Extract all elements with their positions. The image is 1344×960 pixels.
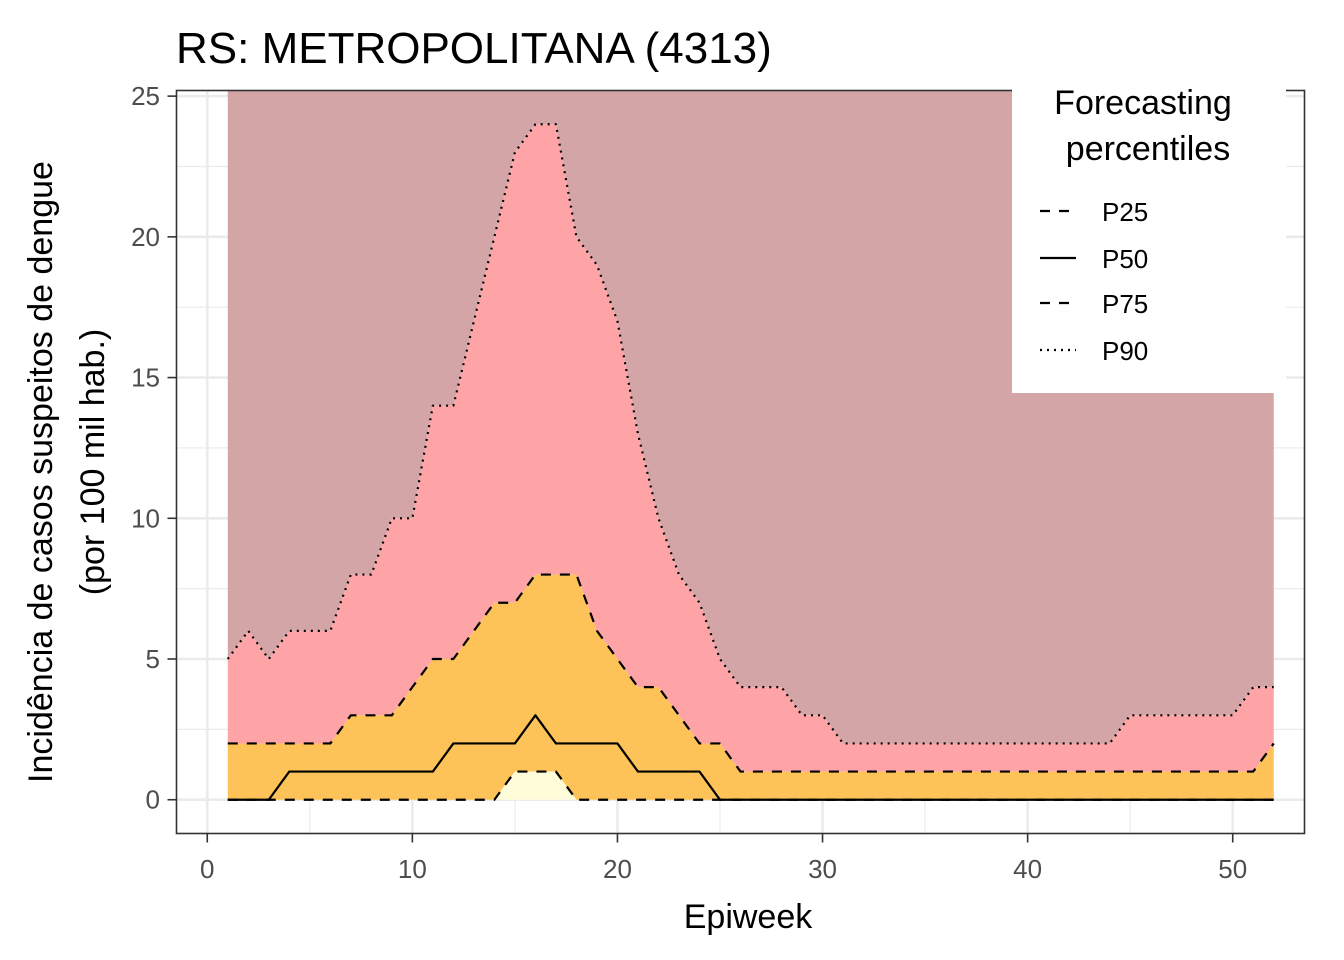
x-tick-label: 20 xyxy=(603,854,632,884)
x-tick-label: 50 xyxy=(1218,854,1247,884)
legend-title-line-1: Forecasting xyxy=(1054,84,1232,122)
x-axis: 0 10 20 30 40 50 xyxy=(200,833,1247,884)
y-tick-label: 25 xyxy=(131,81,160,111)
x-tick-label: 40 xyxy=(1013,854,1042,884)
y-axis: 0 5 10 15 20 25 xyxy=(131,81,177,815)
y-tick-label: 0 xyxy=(146,785,160,815)
x-axis-title: Epiweek xyxy=(684,898,814,936)
y-axis-title-line-1: Incidência de casos suspeitos de dengue xyxy=(22,161,60,783)
legend-label-p90: P90 xyxy=(1102,336,1148,366)
chart-title: RS: METROPOLITANA (4313) xyxy=(176,24,772,73)
y-tick-label: 5 xyxy=(146,644,160,674)
legend-label-p50: P50 xyxy=(1102,244,1148,274)
legend-background xyxy=(1012,76,1286,393)
legend-label-p75: P75 xyxy=(1102,289,1148,319)
y-tick-label: 20 xyxy=(131,222,160,252)
line-p50 xyxy=(227,714,1274,801)
legend-title-line-2: percentiles xyxy=(1066,130,1230,168)
legend: Forecasting percentiles P25 P50 P75 P90 xyxy=(1012,76,1286,393)
legend-label-p25: P25 xyxy=(1102,197,1148,227)
panel-border xyxy=(175,89,1306,835)
y-axis-title: Incidência de casos suspeitos de dengue … xyxy=(22,161,112,783)
x-tick-label: 10 xyxy=(398,854,427,884)
line-p75 xyxy=(227,573,1275,773)
y-axis-title-line-2: (por 100 mil hab.) xyxy=(74,329,112,595)
x-tick-label: 30 xyxy=(808,854,837,884)
y-tick-label: 15 xyxy=(131,363,160,393)
percentile-lines xyxy=(226,123,1275,801)
x-tick-label: 0 xyxy=(200,854,214,884)
legend-entries: P25 P50 P75 P90 xyxy=(1040,197,1148,366)
line-p90 xyxy=(226,123,1274,745)
y-tick-label: 10 xyxy=(131,503,160,533)
